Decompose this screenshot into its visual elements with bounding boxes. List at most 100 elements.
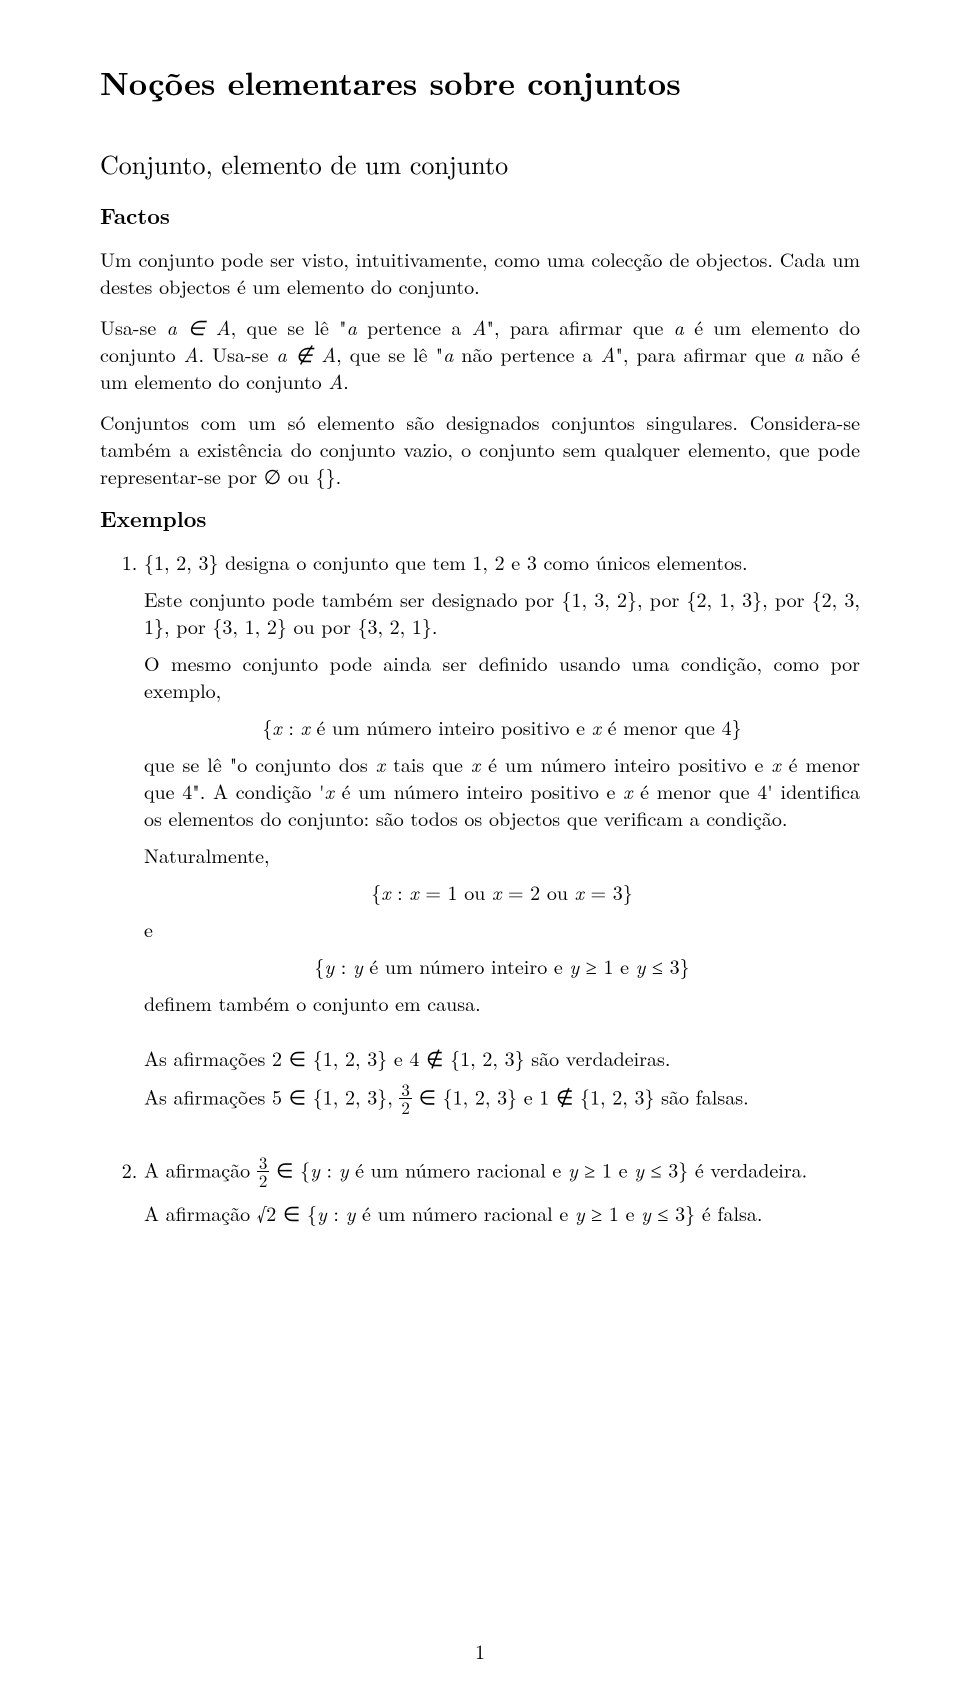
- text: O mesmo conjunto pode ainda ser definido…: [144, 649, 860, 703]
- text: ", para afirmar que: [615, 339, 793, 368]
- example-1: {1, 2, 3} designa o conjunto que tem 1, …: [144, 548, 860, 1144]
- text: é um número inteiro positivo e: [334, 776, 623, 805]
- text: {: [262, 712, 272, 741]
- math: y: [346, 1198, 356, 1227]
- text: que se lê "o conjunto dos x tais que x é…: [144, 750, 860, 831]
- math: x: [272, 712, 281, 741]
- text: e: [144, 915, 860, 942]
- text: ≥ 1 e: [578, 1155, 635, 1184]
- spacer: [144, 1126, 860, 1144]
- text: ≥ 1 e: [579, 951, 636, 980]
- text: As afirmações 5 ∈ {1, 2, 3}, 32 ∈ {1, 2,…: [144, 1081, 860, 1116]
- text: não pertence a: [453, 339, 600, 368]
- page: Noções elementares sobre conjuntos Conju…: [0, 0, 960, 1695]
- text: :: [327, 1198, 346, 1227]
- page-number: 1: [0, 1636, 960, 1665]
- math: a ∉ A: [276, 339, 336, 368]
- text: é um número inteiro e: [363, 951, 570, 980]
- set-expression: {x : x é um número inteiro positivo e x …: [144, 713, 860, 740]
- math: x: [771, 749, 780, 778]
- math: y: [317, 1198, 327, 1227]
- text: é um número racional e: [348, 1155, 568, 1184]
- math: y: [636, 951, 646, 980]
- math: a: [443, 339, 453, 368]
- fraction: 32: [257, 1154, 270, 1189]
- text: As afirmações 5 ∈ {1, 2, 3},: [144, 1082, 399, 1111]
- math: x: [471, 749, 480, 778]
- text: que se lê "o conjunto dos: [144, 749, 376, 778]
- math: a ∈ A: [167, 312, 231, 341]
- text: = 2 ou: [501, 877, 574, 906]
- text: .: [343, 366, 349, 395]
- text: é um número inteiro positivo e: [480, 749, 771, 778]
- math: A: [472, 312, 487, 341]
- math: a: [674, 312, 684, 341]
- math: y: [324, 951, 334, 980]
- text: Usa-se: [100, 312, 167, 341]
- text: ≤ 3} é falsa.: [651, 1198, 763, 1227]
- text: ≤ 3}: [645, 951, 689, 980]
- text: A afirmação √2 ∈ {: [144, 1198, 317, 1227]
- text: {1, 2, 3} designa o conjunto que tem 1, …: [144, 548, 860, 575]
- text: , que se lê ": [336, 339, 443, 368]
- fraction: 32: [399, 1081, 412, 1116]
- math: x: [381, 877, 390, 906]
- text: ∈ {: [269, 1155, 310, 1184]
- math: A: [184, 339, 199, 368]
- text: definem também o conjunto em causa.: [144, 989, 860, 1016]
- math: A: [601, 339, 616, 368]
- math: y: [568, 1155, 578, 1184]
- text: ∈ {1, 2, 3} e 1 ∉ {1, 2, 3} são falsas.: [412, 1082, 749, 1111]
- text: tais que: [385, 749, 471, 778]
- text: . Usa-se: [199, 339, 277, 368]
- text: As afirmações 2 ∈ {1, 2, 3} e 4 ∉ {1, 2,…: [144, 1044, 860, 1071]
- text: A afirmação √2 ∈ {y : y é um número raci…: [144, 1199, 860, 1226]
- math: x: [301, 712, 310, 741]
- text: é um número inteiro positivo e: [310, 712, 592, 741]
- denominator: 2: [399, 1099, 412, 1116]
- math: x: [592, 712, 601, 741]
- math: y: [575, 1198, 585, 1227]
- text: , que se lê ": [231, 312, 347, 341]
- text: ≥ 1 e: [585, 1198, 642, 1227]
- text: é menor que 4}: [601, 712, 742, 741]
- math: y: [310, 1155, 320, 1184]
- paragraph-2: Usa-se a ∈ A, que se lê "a pertence a A"…: [100, 313, 860, 394]
- paragraph-1: Um conjunto pode ser visto, intuitivamen…: [100, 245, 860, 299]
- text: ≤ 3} é verdadeira.: [644, 1155, 807, 1184]
- math: x: [575, 877, 584, 906]
- text: {: [314, 951, 324, 980]
- math: a: [347, 312, 357, 341]
- example-2: A afirmação 32 ∈ {y : y é um número raci…: [144, 1154, 860, 1226]
- math: y: [641, 1198, 651, 1227]
- math: x: [376, 749, 385, 778]
- math: y: [353, 951, 363, 980]
- examples-list: {1, 2, 3} designa o conjunto que tem 1, …: [100, 548, 860, 1226]
- text: A afirmação: [144, 1155, 257, 1184]
- text: :: [391, 877, 410, 906]
- text: ", para afirmar que: [487, 312, 674, 341]
- text: :: [282, 712, 301, 741]
- math: x: [492, 877, 501, 906]
- text: :: [334, 951, 353, 980]
- math: x: [409, 877, 418, 906]
- text: Este conjunto pode também ser designado …: [144, 585, 860, 639]
- text: Naturalmente,: [144, 841, 860, 868]
- spacer: [144, 1026, 860, 1044]
- text: é um número racional e: [355, 1198, 575, 1227]
- text: A afirmação 32 ∈ {y : y é um número raci…: [144, 1154, 860, 1189]
- math: a: [794, 339, 804, 368]
- exemplos-heading: Exemplos: [100, 503, 860, 534]
- section-heading: Conjunto, elemento de um conjunto: [100, 145, 860, 182]
- set-expression: {y : y é um número inteiro e y ≥ 1 e y ≤…: [144, 952, 860, 979]
- math: y: [569, 951, 579, 980]
- math: x: [325, 776, 334, 805]
- text: = 1 ou: [419, 877, 492, 906]
- text: pertence a: [357, 312, 472, 341]
- paragraph-3: Conjuntos com um só elemento são designa…: [100, 408, 860, 489]
- text: :: [320, 1155, 339, 1184]
- math: y: [634, 1155, 644, 1184]
- set-expression: {x : x = 1 ou x = 2 ou x = 3}: [144, 878, 860, 905]
- denominator: 2: [257, 1172, 270, 1189]
- math: y: [339, 1155, 349, 1184]
